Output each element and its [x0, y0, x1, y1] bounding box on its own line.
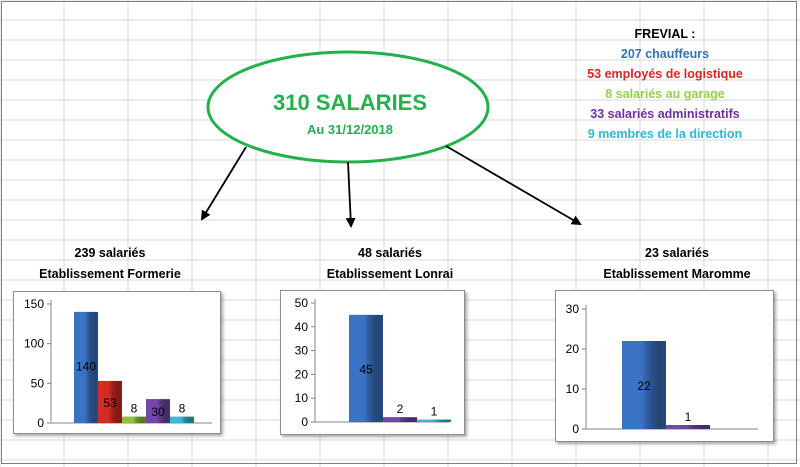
data-label: 8	[131, 402, 138, 416]
headcount-title: 310 SALARIES	[272, 90, 428, 115]
data-label: 140	[76, 359, 96, 373]
y-tick-label: 30	[295, 344, 309, 358]
chart-maromme: 0 10 20 30 22 1	[555, 290, 774, 442]
bar-shade	[666, 425, 710, 429]
legend-heading: FREVIAL :	[634, 27, 696, 41]
company-legend: FREVIAL : 207 chauffeurs 53 employés de …	[560, 24, 770, 144]
arrow-to-maromme	[445, 145, 582, 226]
data-label: 8	[179, 402, 186, 416]
y-tick-label: 10	[295, 391, 309, 405]
bar-shade	[417, 419, 451, 422]
bar-shade	[74, 311, 98, 423]
data-label: 45	[359, 362, 373, 376]
data-label: 53	[103, 396, 117, 410]
site-name: Etablissement Formerie	[39, 267, 181, 281]
legend-item-direction: 9 membres de la direction	[587, 127, 743, 141]
chart-formerie-svg: 0 50 100 150 140 53 8 30 8	[24, 297, 212, 430]
bar-shade	[146, 399, 170, 423]
arrow-to-lonrai	[345, 161, 356, 228]
y-tick-label: 20	[566, 342, 580, 356]
data-label: 2	[397, 402, 404, 416]
data-label: 1	[685, 410, 692, 424]
y-tick-label: 10	[566, 382, 580, 396]
site-count: 48 salariés	[358, 246, 422, 260]
y-tick-label: 40	[295, 320, 309, 334]
legend-item-chauffeurs: 207 chauffeurs	[620, 47, 710, 61]
bar-shade	[98, 380, 122, 423]
bar-shade	[349, 314, 383, 422]
data-label: 1	[431, 405, 438, 419]
site-caption-maromme: 23 salariés Etablissement Maromme	[587, 243, 767, 285]
chart-maromme-svg: 0 10 20 30 22 1	[566, 302, 758, 436]
y-tick-label: 30	[566, 302, 580, 316]
bar-shade	[170, 416, 194, 423]
legend-item-garage: 8 salariés au garage	[605, 87, 725, 101]
chart-lonrai: 0 10 20 30 40 50 45 2 1	[280, 290, 465, 435]
bar-shade	[622, 341, 666, 429]
y-tick-label: 50	[31, 376, 45, 390]
chart-formerie: 0 50 100 150 140 53 8 30 8	[13, 291, 221, 434]
y-tick-label: 0	[37, 416, 44, 430]
headcount-date: Au 31/12/2018	[306, 122, 393, 137]
site-count: 23 salariés	[645, 246, 709, 260]
y-tick-label: 150	[24, 297, 44, 311]
chart-lonrai-svg: 0 10 20 30 40 50 45 2 1	[295, 296, 451, 429]
legend-item-logistique: 53 employés de logistique	[587, 67, 743, 81]
legend-item-administratifs: 33 salariés administratifs	[590, 107, 740, 121]
data-label: 22	[637, 379, 651, 393]
y-tick-label: 50	[295, 296, 309, 310]
y-tick-label: 100	[24, 337, 44, 351]
arrow-to-formerie	[200, 146, 247, 221]
site-name: Etablissement Maromme	[603, 267, 751, 281]
y-tick-label: 0	[572, 422, 579, 436]
bar-shade	[122, 416, 146, 423]
site-caption-formerie: 239 salariés Etablissement Formerie	[20, 243, 200, 285]
y-tick-label: 20	[295, 367, 309, 381]
site-name: Etablissement Lonrai	[326, 267, 454, 281]
site-caption-lonrai: 48 salariés Etablissement Lonrai	[300, 243, 480, 285]
data-label: 30	[151, 405, 165, 419]
y-tick-label: 0	[301, 415, 308, 429]
site-count: 239 salariés	[74, 246, 146, 260]
bar-shade	[383, 417, 417, 422]
